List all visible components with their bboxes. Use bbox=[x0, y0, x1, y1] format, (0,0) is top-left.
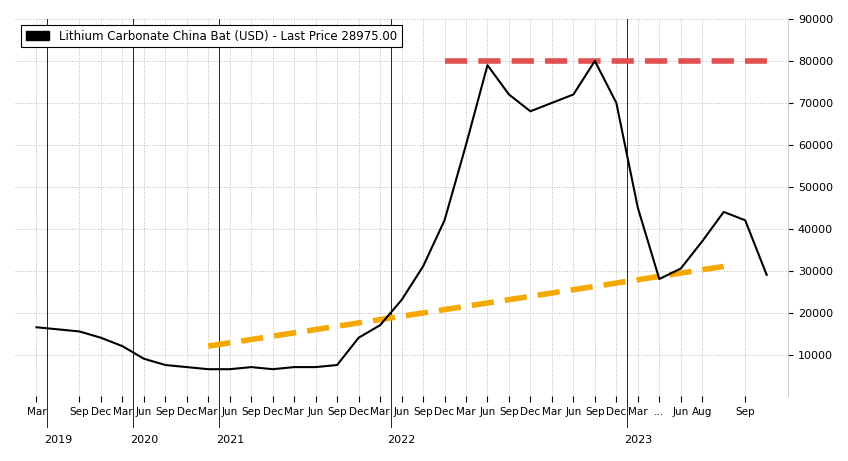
Text: 2021: 2021 bbox=[215, 435, 244, 445]
Text: 2022: 2022 bbox=[388, 435, 416, 445]
Legend: Lithium Carbonate China Bat (USD) - Last Price 28975.00: Lithium Carbonate China Bat (USD) - Last… bbox=[21, 25, 401, 47]
Text: 2019: 2019 bbox=[44, 435, 72, 445]
Text: 2023: 2023 bbox=[623, 435, 652, 445]
Text: 2020: 2020 bbox=[130, 435, 158, 445]
